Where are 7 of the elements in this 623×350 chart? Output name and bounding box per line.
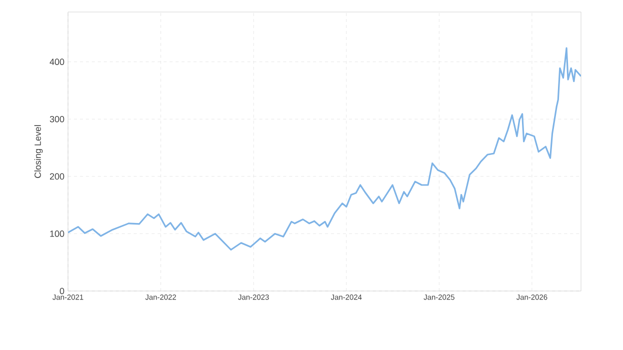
y-tick-label: 300 (50, 116, 64, 122)
y-tick-label: 400 (50, 58, 64, 66)
y-axis-title: Closing Level (34, 125, 43, 178)
y-tick-label: 0 (60, 288, 64, 294)
y-tick-label: 100 (50, 230, 64, 237)
line-series (68, 47, 582, 251)
y-tick-label: 200 (50, 173, 64, 180)
